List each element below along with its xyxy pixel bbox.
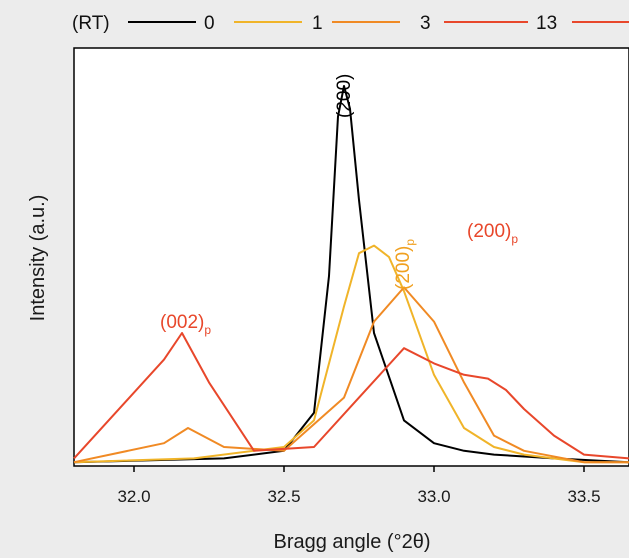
legend-title: (RT) [72, 13, 110, 34]
annotation-red-002p: (002)p [160, 312, 211, 337]
series-line-0 [73, 85, 629, 464]
x-tick-label: 33.5 [567, 487, 600, 506]
legend: (RT) 0 1 3 13 [72, 13, 629, 34]
annotation-text: (200)p [393, 239, 417, 290]
annotation-red-200p: (200)p [467, 221, 518, 246]
annotation-text: (200) [334, 74, 355, 118]
series-line-3 [73, 286, 629, 464]
annotation-orange-200p: (200)p [393, 239, 417, 290]
y-axis-label: Intensity (a.u.) [27, 195, 49, 322]
x-tick-label: 32.0 [117, 487, 150, 506]
x-axis-label: Bragg angle (°2θ) [274, 531, 431, 553]
x-ticks: 32.0 32.5 33.0 33.5 [117, 466, 601, 506]
series-line-1 [73, 244, 629, 464]
legend-label-3: 3 [420, 13, 431, 34]
legend-label-0: 0 [204, 13, 215, 34]
series-layer [73, 85, 629, 464]
x-tick-label: 32.5 [267, 487, 300, 506]
x-tick-label: 33.0 [417, 487, 450, 506]
legend-label-1: 1 [312, 13, 323, 34]
legend-label-13: 13 [536, 13, 557, 34]
annotation-black-200: (200) [334, 74, 355, 118]
series-line-13 [73, 332, 629, 460]
